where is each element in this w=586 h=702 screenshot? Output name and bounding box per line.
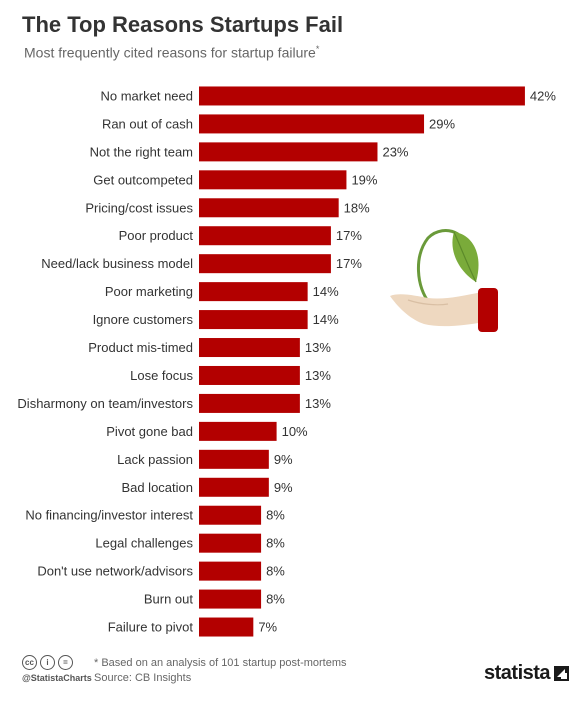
value-label: 9% [274, 480, 293, 495]
bar [199, 533, 262, 553]
subtitle-text: Most frequently cited reasons for startu… [24, 44, 316, 61]
category-label: No market need [101, 88, 194, 103]
category-label: Bad location [121, 480, 193, 495]
bar [199, 561, 262, 581]
bar [199, 170, 347, 190]
footnote: * Based on an analysis of 101 startup po… [94, 657, 347, 669]
bar [199, 617, 254, 637]
category-label: Pivot gone bad [106, 424, 193, 439]
category-label: Lose focus [130, 368, 193, 383]
bar [199, 254, 331, 274]
cc-license-icon: cc [22, 655, 37, 670]
brand-text: statista [484, 662, 551, 684]
bar [199, 505, 262, 525]
bar [199, 421, 277, 441]
category-label: Not the right team [90, 144, 193, 159]
value-label: 17% [336, 228, 362, 243]
twitter-handle: @StatistaCharts [22, 673, 92, 683]
category-label: Burn out [144, 592, 194, 607]
category-label: Pricing/cost issues [85, 200, 193, 215]
bar [199, 282, 308, 302]
category-label: No financing/investor interest [25, 508, 193, 523]
chart-subtitle: Most frequently cited reasons for startu… [24, 44, 319, 61]
bar-chart: No market need 42% Ran out of cash 29% Not t… [17, 86, 556, 637]
statista-logo: statista [484, 662, 570, 685]
value-label: 8% [266, 592, 285, 607]
bar [199, 198, 339, 218]
value-label: 14% [313, 284, 339, 299]
category-label: Disharmony on team/investors [17, 396, 193, 411]
bar [199, 142, 378, 162]
value-label: 19% [351, 172, 377, 187]
bar [199, 449, 269, 469]
category-label: Get outcompeted [93, 172, 193, 187]
category-label: Failure to pivot [108, 620, 194, 635]
source-note: Source: CB Insights [94, 672, 192, 684]
statista-mark-icon [554, 666, 570, 681]
value-label: 42% [530, 88, 556, 103]
chart-title: The Top Reasons Startups Fail [22, 12, 344, 37]
bar [199, 114, 425, 134]
category-label: Lack passion [117, 452, 193, 467]
value-label: 13% [305, 396, 331, 411]
bar [199, 365, 300, 385]
category-label: Don't use network/advisors [37, 564, 193, 579]
value-label: 13% [305, 340, 331, 355]
subtitle-asterisk: * [315, 44, 320, 54]
value-label: 8% [266, 508, 285, 523]
value-label: 18% [344, 200, 370, 215]
value-label: 17% [336, 256, 362, 271]
category-label: Need/lack business model [41, 256, 193, 271]
category-label: Legal challenges [95, 536, 193, 551]
bar [199, 477, 269, 497]
plant-in-hand-icon [388, 226, 508, 341]
bar [199, 338, 300, 358]
value-label: 14% [313, 312, 339, 327]
no-derivatives-icon: = [58, 655, 73, 670]
license-icons: cc i = [22, 655, 73, 670]
category-label: Poor product [119, 228, 194, 243]
value-label: 29% [429, 116, 455, 131]
category-label: Product mis-timed [88, 340, 193, 355]
bar [199, 86, 525, 106]
value-label: 9% [274, 452, 293, 467]
bar [199, 310, 308, 330]
category-label: Ran out of cash [102, 116, 193, 131]
value-label: 13% [305, 368, 331, 383]
attribution-icon: i [40, 655, 55, 670]
bar [199, 393, 300, 413]
value-label: 23% [382, 144, 408, 159]
bar [199, 589, 262, 609]
value-label: 7% [258, 620, 277, 635]
category-label: Poor marketing [105, 284, 193, 299]
value-label: 8% [266, 536, 285, 551]
value-label: 10% [282, 424, 308, 439]
value-label: 8% [266, 564, 285, 579]
bar [199, 226, 331, 246]
category-label: Ignore customers [93, 312, 194, 327]
